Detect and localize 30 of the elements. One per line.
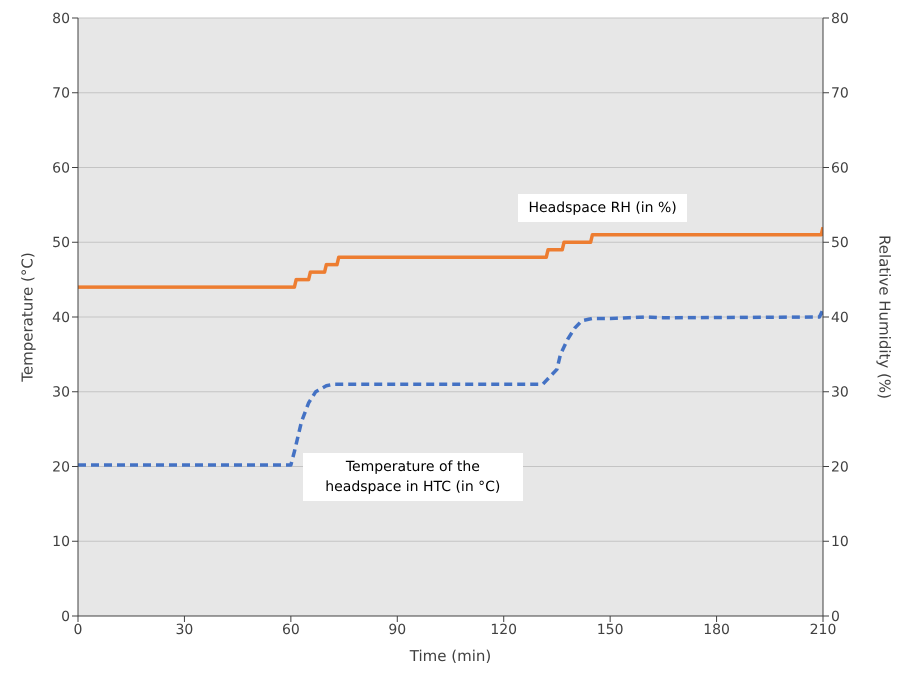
y-tick-label: 50 bbox=[52, 235, 70, 252]
x-tick-label: 180 bbox=[703, 622, 730, 638]
y2-tick-label: 80 bbox=[831, 10, 849, 27]
y-tick-label: 30 bbox=[52, 384, 70, 401]
x-tick-label: 30 bbox=[176, 622, 194, 638]
x-tick-label: 90 bbox=[388, 622, 406, 638]
y-tick-label: 40 bbox=[52, 310, 70, 326]
y2-tick-label: 40 bbox=[831, 310, 849, 326]
label-box: Headspace RH (in %) bbox=[518, 194, 687, 222]
x-axis-title: Time (min) bbox=[408, 647, 492, 665]
y-tick-label: 0 bbox=[61, 608, 70, 625]
y-tick-label: 80 bbox=[52, 10, 70, 27]
y2-tick-label: 20 bbox=[831, 459, 849, 476]
y-axis-title: Temperature (°C) bbox=[18, 252, 36, 383]
y2-tick-label: 50 bbox=[831, 235, 849, 252]
x-tick-label: 0 bbox=[74, 622, 82, 638]
y-tick-label: 10 bbox=[52, 534, 70, 550]
y-tick-label: 70 bbox=[52, 86, 70, 102]
y2-tick-label: 10 bbox=[831, 534, 849, 550]
y2-axis-title: Relative Humidity (%) bbox=[876, 235, 894, 399]
y2-tick-label: 60 bbox=[831, 160, 849, 176]
x-tick-label: 120 bbox=[490, 622, 518, 638]
line-series bbox=[78, 226, 823, 289]
y-tick-label: 60 bbox=[52, 160, 70, 176]
x-tick-label: 60 bbox=[282, 622, 300, 638]
y2-tick-label: 30 bbox=[831, 384, 849, 401]
y2-tick-label: 70 bbox=[831, 86, 849, 102]
y-tick-label: 20 bbox=[52, 459, 70, 476]
label-box: Temperature of the headspace in HTC (in °C) bbox=[302, 453, 523, 501]
x-tick-label: 150 bbox=[596, 622, 624, 638]
